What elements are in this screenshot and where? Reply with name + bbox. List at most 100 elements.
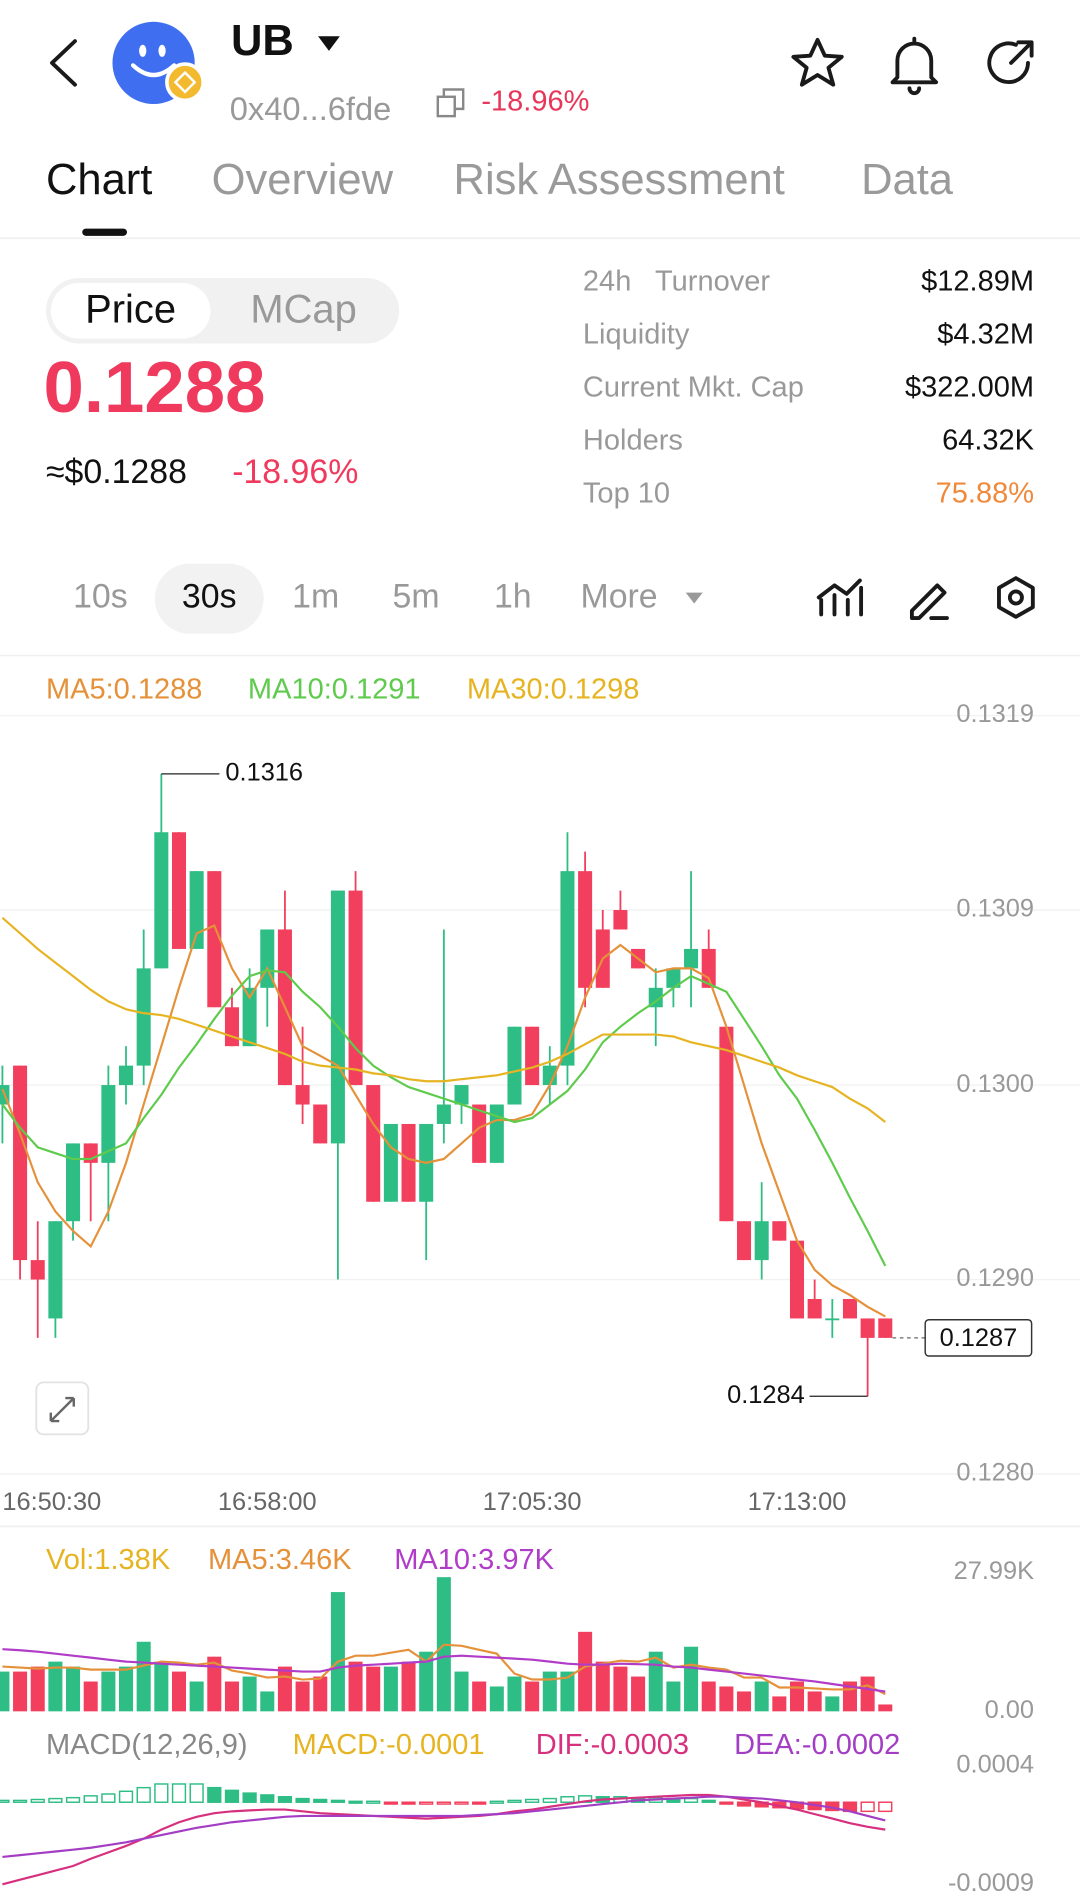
macd-bar xyxy=(224,1789,240,1803)
candle-body xyxy=(648,987,663,1008)
more-caret[interactable] xyxy=(685,592,703,604)
candle-body xyxy=(454,1085,469,1105)
volume-bar xyxy=(507,1676,522,1712)
ma-line xyxy=(1,924,886,1318)
macd-bar xyxy=(683,1797,699,1803)
macd-bar xyxy=(171,1783,187,1803)
macd-bar xyxy=(260,1794,275,1803)
last-price-box xyxy=(924,1319,1033,1357)
tab[interactable]: Overview xyxy=(212,156,394,204)
candle-body xyxy=(578,871,593,988)
interval[interactable]: More xyxy=(581,578,658,616)
stat-label: 24h Turnover xyxy=(583,266,770,298)
volume-bar xyxy=(489,1686,504,1712)
candle-body xyxy=(525,1026,540,1086)
volume-bar xyxy=(472,1681,487,1712)
volume-ma-line xyxy=(2,1648,886,1693)
candle-body xyxy=(684,948,699,969)
macd-bar xyxy=(83,1795,98,1803)
x-tick-label: 16:58:00 xyxy=(218,1488,317,1516)
volume-bar xyxy=(295,1681,310,1712)
macd-bar xyxy=(189,1783,204,1803)
x-tick-label: 17:13:00 xyxy=(748,1488,847,1516)
share-button[interactable] xyxy=(987,40,1034,84)
volume-bar xyxy=(313,1676,328,1712)
volume-bar xyxy=(542,1671,557,1712)
volume-bar xyxy=(224,1681,239,1712)
y-tick-label: 0.1319 xyxy=(956,700,1034,728)
macd-bar xyxy=(330,1799,346,1803)
volume-ma-line xyxy=(2,1643,886,1696)
draw-button[interactable] xyxy=(909,583,949,620)
tab[interactable]: Data xyxy=(861,156,954,204)
token-symbol[interactable]: UB xyxy=(231,17,294,65)
toggle-option[interactable]: Price xyxy=(85,288,176,332)
candle-body xyxy=(330,890,345,1144)
candle-body xyxy=(101,1085,116,1163)
macd-bar xyxy=(878,1801,893,1813)
interval[interactable]: 5m xyxy=(393,578,440,616)
macd-bar xyxy=(436,1801,451,1805)
macd-line xyxy=(2,1795,886,1859)
candle-body xyxy=(507,1026,522,1105)
volume-bar xyxy=(13,1671,28,1712)
tab[interactable]: Chart xyxy=(46,156,152,204)
tab-indicator xyxy=(82,228,127,236)
volume-bar xyxy=(631,1676,646,1712)
y-tick-label: 27.99K xyxy=(954,1557,1034,1585)
favorite-button[interactable] xyxy=(791,37,844,87)
low-label: 0.1284 xyxy=(727,1381,805,1409)
macd-bar xyxy=(101,1793,116,1803)
y-tick-label: -0.0009 xyxy=(948,1869,1034,1897)
stat-value: 64.32K xyxy=(942,425,1035,457)
candle-body xyxy=(701,948,716,988)
y-tick-label: 0.00 xyxy=(985,1696,1034,1724)
token-avatar xyxy=(112,21,205,105)
macd-bar xyxy=(383,1801,399,1805)
interval[interactable]: 30s xyxy=(182,578,237,616)
volume-bar xyxy=(807,1691,822,1712)
volume-bar xyxy=(136,1641,151,1712)
candle-body xyxy=(401,1123,416,1202)
alert-button[interactable] xyxy=(890,36,939,96)
price-usd: ≈$0.1288 xyxy=(46,453,187,491)
volume-bar xyxy=(66,1666,81,1712)
toggle-option[interactable]: MCap xyxy=(250,288,356,332)
volume-bar xyxy=(171,1671,187,1712)
macd-bar xyxy=(348,1800,363,1804)
volume-bar xyxy=(825,1696,840,1712)
expand-button[interactable] xyxy=(35,1381,90,1436)
price-change: -18.96% xyxy=(232,453,358,491)
interval[interactable]: 10s xyxy=(73,578,128,616)
volume-bar xyxy=(666,1681,681,1712)
back-button[interactable] xyxy=(50,39,77,87)
legend-entry: DIF:-0.0003 xyxy=(536,1729,689,1761)
candle-body xyxy=(878,1318,893,1338)
macd-bar xyxy=(366,1800,381,1804)
macd-bar xyxy=(277,1796,293,1803)
volume-bar xyxy=(684,1646,699,1712)
volume-bar xyxy=(101,1671,116,1712)
indicator-button[interactable] xyxy=(816,578,864,617)
tab[interactable]: Risk Assessment xyxy=(454,156,785,204)
copy-button[interactable] xyxy=(436,88,465,118)
settings-button[interactable] xyxy=(997,576,1035,619)
macd-bar xyxy=(136,1786,151,1803)
candle-body xyxy=(136,968,151,1066)
candle-body xyxy=(13,1065,28,1261)
candle-body xyxy=(489,1104,504,1163)
candle-body xyxy=(842,1298,857,1319)
volume-bar xyxy=(525,1681,540,1712)
ma-line xyxy=(1,917,886,1123)
stat-value: 75.88% xyxy=(936,478,1034,510)
interval[interactable]: 1m xyxy=(292,578,339,616)
macd-bar xyxy=(118,1790,134,1803)
volume-bar xyxy=(860,1676,875,1712)
y-tick-label: 0.1300 xyxy=(956,1070,1034,1098)
dropdown-caret[interactable] xyxy=(318,36,340,51)
candle-body xyxy=(48,1221,63,1319)
stat-label: Top 10 xyxy=(583,478,670,510)
volume-bar xyxy=(648,1651,663,1712)
interval[interactable]: 1h xyxy=(494,578,532,616)
